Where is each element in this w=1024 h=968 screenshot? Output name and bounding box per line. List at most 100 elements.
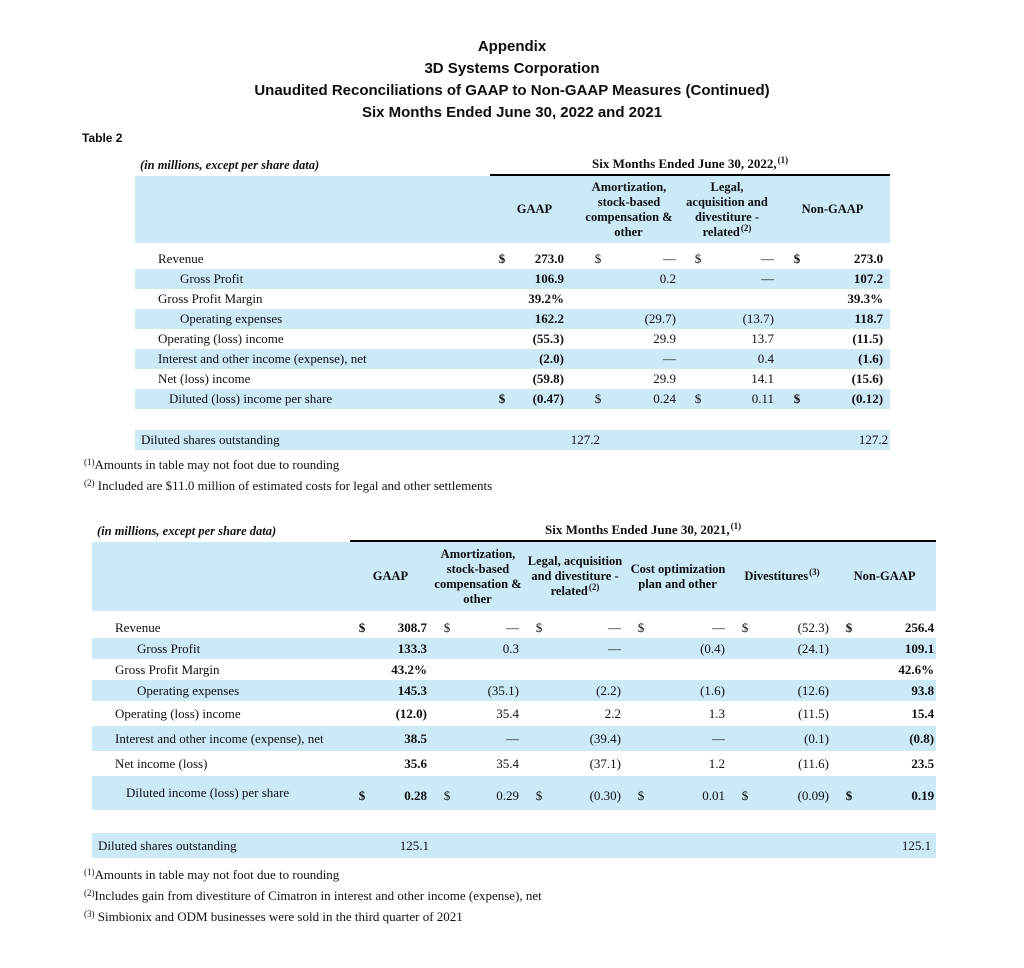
footnote-marker: (1): [730, 521, 742, 531]
cell-value: 109.1: [904, 640, 935, 656]
cell-value: 0.29: [496, 788, 519, 803]
spacer-cell: [432, 701, 462, 726]
cell-value: [760, 659, 834, 680]
cell-value: 38.5: [404, 730, 427, 746]
cell-value: 106.9: [534, 271, 564, 286]
spacer-cell: [626, 701, 656, 726]
dollar-sign: $: [694, 391, 702, 406]
cell-value: 0.01: [702, 788, 725, 803]
row-label: Operating expenses: [180, 311, 283, 326]
spacer-cell: [350, 701, 374, 726]
row-label: Operating (loss) income: [158, 331, 284, 346]
cell-value: —: [761, 251, 774, 266]
reconciliation-table-2022: (in millions, except per share data) Six…: [135, 155, 891, 450]
cell-value: (13.7): [742, 311, 774, 326]
table-row: Diluted income (loss) per share $0.28 $0.2…: [92, 776, 937, 810]
dollar-sign: $: [793, 391, 801, 406]
cell-value: 42.6%: [898, 661, 935, 677]
cell-value: (12.0): [395, 705, 427, 721]
cell-value: 0.4: [757, 351, 774, 366]
column-header-gaap: GAAP: [490, 176, 580, 249]
spacer-cell: [834, 659, 864, 680]
dollar-sign: $: [741, 788, 749, 803]
cell-value: (0.1): [804, 730, 829, 746]
cell-value: 273.0: [853, 251, 884, 266]
spacer-cell: [834, 751, 864, 776]
spacer-cell: [730, 659, 760, 680]
cell-value: —: [761, 271, 774, 286]
dollar-sign: $: [637, 788, 645, 803]
cell-value: (0.12): [851, 391, 884, 406]
spacer-cell: [730, 638, 760, 659]
spacer-cell: [580, 269, 616, 289]
table-row: Operating expenses 162.2 (29.7) (13.7) 118.7: [135, 309, 891, 329]
table-row: Diluted (loss) income per share $ (0.47) $0…: [135, 389, 891, 409]
cell-value: (0.47): [532, 391, 564, 406]
row-label: Diluted shares outstanding: [98, 837, 237, 853]
table-row: Operating (loss) income (12.0) 35.4 2.2 1.3 (…: [92, 701, 936, 726]
column-header-spacer: [135, 176, 490, 249]
column-header-gaap: GAAP: [350, 542, 432, 617]
cell-value: [462, 659, 524, 680]
spacer-cell: [580, 369, 616, 389]
cell-value: (0.4): [700, 640, 725, 656]
cell-value: —: [712, 619, 725, 635]
spacer-cell: [580, 289, 616, 309]
spacer-cell: [776, 329, 818, 349]
column-header-legal: Legal, acquisition and divestiture - rel…: [678, 176, 776, 249]
table-row: Gross Profit Margin 43.2% 42.6%: [92, 659, 936, 680]
table-row: Gross Profit 106.9 0.2 — 107.2: [135, 269, 891, 289]
cell-value: (37.1): [589, 755, 621, 771]
cell-value: (24.1): [797, 640, 829, 656]
dollar-sign: $: [358, 619, 366, 635]
dollar-sign: $: [694, 251, 702, 266]
spacer-cell: [776, 269, 818, 289]
cell-value: 125.1: [399, 837, 429, 853]
cell-value: —: [712, 730, 725, 746]
row-label: Diluted (loss) income per share: [169, 391, 333, 406]
cell-value: 35.4: [496, 755, 519, 771]
cell-value: (29.7): [644, 311, 676, 326]
spacer-cell: [834, 701, 864, 726]
cell-value: 308.7: [397, 619, 427, 635]
cell-value: 35.4: [496, 705, 519, 721]
row-label: Interest and other income (expense), net: [115, 730, 324, 746]
dollar-sign: $: [594, 391, 602, 406]
dollar-sign: $: [443, 788, 451, 803]
cell-value: 15.4: [911, 705, 935, 721]
cell-value: (2.0): [539, 351, 564, 366]
spacer-cell: [678, 369, 718, 389]
footnote: (1)Amounts in table may not foot due to …: [84, 457, 340, 472]
table-row: Revenue $308.7 $ — $ — $ — $ (52.3) $256.4: [92, 617, 936, 638]
cell-value: —: [663, 351, 676, 366]
cell-value: —: [506, 619, 519, 635]
page-title: Appendix 3D Systems Corporation Unaudite…: [0, 0, 1024, 124]
cell-value: 0.24: [653, 391, 676, 406]
cell-value: (0.09): [797, 788, 829, 803]
cell-value: 43.2%: [391, 661, 427, 677]
spacer-cell: [524, 701, 554, 726]
period-header-row: (in millions, except per share data) Six…: [92, 521, 937, 542]
table-2021-body: Revenue $308.7 $ — $ — $ — $ (52.3) $256.4 Gross Pr…: [92, 617, 937, 858]
cell-value: —: [608, 640, 621, 656]
spacer-cell: [730, 701, 760, 726]
spacer-cell: [350, 659, 374, 680]
cell-value: 127.2: [570, 432, 600, 447]
cell-value: (12.6): [797, 682, 829, 698]
dollar-sign: $: [535, 619, 543, 635]
cell-value: —: [608, 619, 621, 635]
cell-value: 145.3: [397, 682, 427, 698]
spacer-cell: [678, 289, 718, 309]
dollar-sign: $: [535, 788, 543, 803]
column-header-cost-optimization: Cost optimization plan and other: [626, 542, 730, 617]
cell-value: 133.3: [397, 640, 427, 656]
cell-value: 14.1: [751, 371, 774, 386]
cell-value: 0.19: [911, 788, 935, 803]
table-row: Operating expenses 145.3 (35.1) (2.2) (1.6) (…: [92, 680, 937, 701]
spacer-cell: [524, 659, 554, 680]
table-row: Gross Profit Margin 39.2% 39.3%: [135, 289, 890, 309]
row-label: Diluted shares outstanding: [141, 432, 280, 447]
spacer-cell: [616, 430, 776, 450]
spacer-cell: [678, 309, 718, 329]
footnote: (1)Amounts in table may not foot due to …: [84, 867, 340, 882]
